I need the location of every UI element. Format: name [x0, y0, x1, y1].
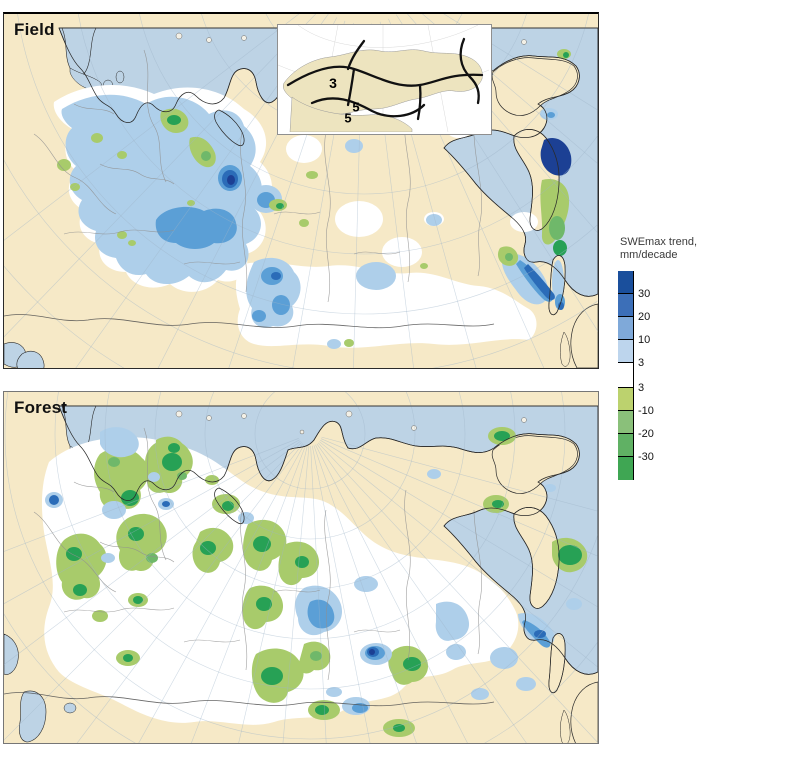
legend-gap — [618, 363, 633, 388]
legend-bar-wrap: 30 20 10 3 3 -10 -20 -30 — [618, 271, 778, 483]
field-trend-blobs — [57, 49, 572, 349]
legend-tick-label: -30 — [638, 451, 654, 463]
legend-tick-label: -20 — [638, 428, 654, 440]
legend-title-line2: mm/decade — [620, 249, 678, 261]
field-map-panel: Field 3 5 5 — [3, 12, 599, 369]
forest-map-art — [4, 392, 598, 743]
legend-tick-label: 10 — [638, 334, 651, 346]
legend-color-segment — [618, 434, 633, 457]
swe-trend-legend: SWEmax trend, mm/decade 30 20 10 3 3 -10 -20 -3… — [618, 236, 778, 483]
legend-title-line1: SWEmax trend, — [620, 236, 698, 248]
forest-panel-label: Forest — [14, 398, 68, 417]
forest-graticule — [4, 392, 598, 743]
legend-color-segment — [618, 317, 633, 340]
legend-color-segment — [618, 457, 633, 480]
legend-colorbar — [618, 271, 634, 480]
field-panel-label: Field — [14, 20, 55, 39]
legend-tick-label: 30 — [638, 288, 651, 300]
inset-region-label-5b: 5 — [344, 110, 352, 126]
inset-region-boundaries — [286, 37, 484, 121]
legend-color-segment — [618, 388, 633, 411]
forest-trend-blobs — [45, 427, 588, 737]
legend-tick-label: 20 — [638, 311, 651, 323]
inset-region-label-3: 3 — [329, 75, 337, 91]
forest-map-panel: Forest — [3, 391, 599, 744]
inset-map-art — [278, 25, 489, 132]
field-seas — [4, 342, 45, 368]
legend-tick-label: 3 — [638, 382, 645, 394]
region-inset-map: 3 5 5 — [277, 24, 492, 135]
inset-region-label-5a: 5 — [352, 99, 360, 115]
legend-tick-label: 3 — [638, 357, 645, 369]
legend-color-segment — [618, 340, 633, 363]
legend-color-segment — [618, 294, 633, 317]
field-map-art — [4, 14, 598, 368]
legend-tick-label: -10 — [638, 405, 654, 417]
legend-title: SWEmax trend, mm/decade — [620, 236, 778, 262]
legend-color-segment — [618, 411, 633, 434]
legend-color-segment — [618, 271, 633, 294]
